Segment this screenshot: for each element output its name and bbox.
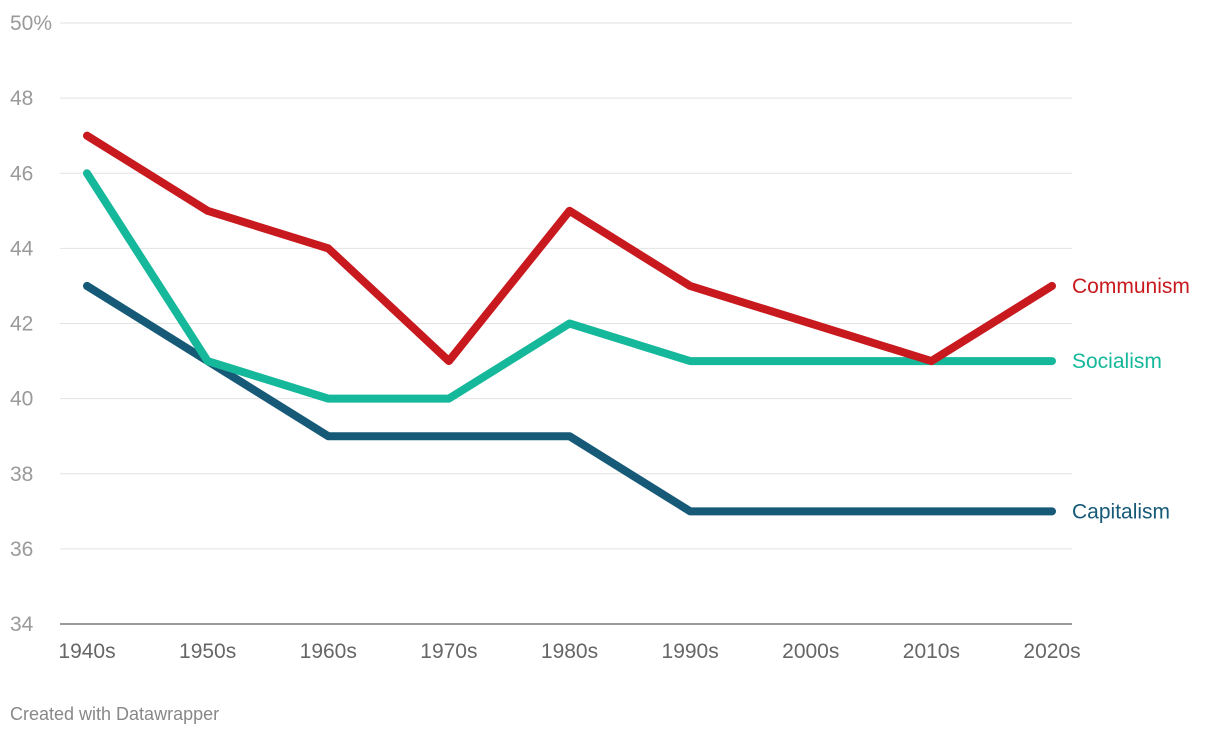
x-tick-label: 1990s — [662, 640, 719, 663]
series-labels: Capitalism Socialism Communism — [1072, 275, 1190, 523]
y-tick-label: 50% — [10, 12, 52, 35]
y-tick-label: 44 — [10, 237, 34, 260]
x-axis-ticks: 1940s 1950s 1960s 1970s 1980s 1990s 2000s 2010s… — [58, 640, 1080, 663]
x-tick-label: 1980s — [541, 640, 598, 663]
y-tick-label: 48 — [10, 87, 33, 110]
y-tick-label: 36 — [10, 538, 33, 561]
x-tick-label: 2010s — [903, 640, 960, 663]
communism-line — [83, 131, 1056, 366]
y-axis-ticks: 34 36 38 40 42 44 46 48 50% — [10, 12, 52, 636]
credit-text: Created with Datawrapper — [10, 704, 220, 724]
x-tick-label: 1960s — [300, 640, 357, 663]
x-tick-label: 1940s — [58, 640, 115, 663]
y-tick-label: 38 — [10, 463, 33, 486]
communism-label: Communism — [1072, 275, 1190, 298]
series-lines — [83, 131, 1056, 516]
y-tick-label: 42 — [10, 313, 33, 336]
y-tick-label: 34 — [10, 613, 34, 636]
capitalism-label: Capitalism — [1072, 500, 1170, 523]
capitalism-line — [83, 281, 1056, 516]
x-tick-label: 1950s — [179, 640, 236, 663]
y-tick-label: 40 — [10, 388, 33, 411]
x-tick-label: 2020s — [1023, 640, 1080, 663]
socialism-label: Socialism — [1072, 350, 1162, 373]
x-tick-label: 1970s — [420, 640, 477, 663]
socialism-line — [83, 169, 1056, 403]
x-tick-label: 2000s — [782, 640, 839, 663]
y-tick-label: 46 — [10, 162, 33, 185]
